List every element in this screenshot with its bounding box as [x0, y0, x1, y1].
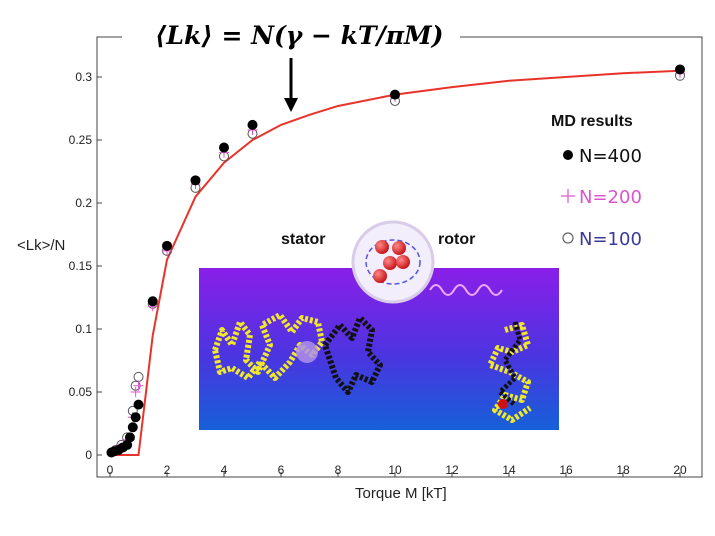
point-n400 [130, 412, 141, 423]
equation: ⟨Lk⟩ = N(γ − kT/πM) [155, 21, 444, 50]
y-tick-label: 0.15 [69, 259, 93, 273]
y-tick-label: 0.1 [75, 322, 92, 336]
rotor-label: rotor [438, 231, 475, 248]
y-axis-label: <Lk>/N [17, 237, 65, 254]
x-tick-label: 16 [559, 463, 573, 477]
point-n400 [675, 64, 685, 75]
point-n400 [124, 432, 135, 443]
point-n400 [147, 296, 158, 307]
point-n200 [130, 387, 141, 397]
fit-curve [110, 69, 681, 456]
x-axis-label: Torque M [kT] [355, 485, 447, 502]
point-n400 [390, 89, 400, 100]
point-n400 [247, 119, 258, 130]
y-tick-label: 0 [85, 448, 92, 462]
axis-ticks: 0 2 4 6 8 10 12 14 16 18 20 0 0.05 0.1 0.15 0.2 0.25 0.3 [69, 70, 687, 477]
x-tick-label: 0 [107, 463, 114, 477]
point-n400 [122, 439, 133, 450]
stator-polymer-black [322, 315, 383, 395]
atom [375, 240, 389, 254]
point-n400 [162, 240, 172, 251]
legend-marker-n100 [562, 232, 574, 244]
legend-marker-n200 [561, 189, 575, 203]
x-tick-label: 18 [616, 463, 630, 477]
inset-illustration: stator rotor [199, 220, 559, 430]
x-tick-label: 10 [388, 463, 402, 477]
magnifier-ring [365, 239, 421, 285]
atom [392, 241, 406, 255]
x-tick-label: 6 [278, 463, 285, 477]
legend-label-n400: N=400 [579, 146, 642, 167]
rotor-polymer-black [496, 321, 523, 407]
rotor-red-atoms [498, 399, 508, 409]
x-tick-label: 12 [445, 463, 459, 477]
atom [383, 256, 397, 270]
x-tick-label: 8 [335, 463, 342, 477]
x-tick-label: 2 [164, 463, 171, 477]
point-n400 [133, 399, 144, 410]
stator-polymer [212, 312, 325, 381]
legend-title: MD results [551, 113, 633, 130]
data-marks [106, 64, 685, 458]
point-n400 [127, 422, 138, 433]
torque-spring [429, 284, 503, 296]
legend-label-n200: N=200 [579, 187, 642, 208]
point-n200 [133, 380, 144, 391]
legend: MD results N=400 N=200 N=100 [551, 113, 642, 250]
point-n400 [190, 175, 201, 186]
x-tick-label: 20 [673, 463, 687, 477]
atom [373, 269, 387, 283]
legend-marker-n400 [563, 150, 573, 160]
y-tick-label: 0.25 [69, 133, 93, 147]
x-tick-label: 14 [502, 463, 516, 477]
stator-junction [296, 341, 318, 363]
y-tick-label: 0.05 [69, 385, 93, 399]
y-tick-label: 0.3 [75, 70, 92, 84]
x-tick-label: 4 [221, 463, 228, 477]
stator-label: stator [281, 231, 325, 248]
point-n400 [219, 142, 229, 153]
equation-box [122, 5, 460, 55]
atom [396, 255, 410, 269]
legend-label-n100: N=100 [579, 229, 642, 250]
equation-arrow-head [284, 98, 298, 112]
y-tick-label: 0.2 [75, 196, 92, 210]
